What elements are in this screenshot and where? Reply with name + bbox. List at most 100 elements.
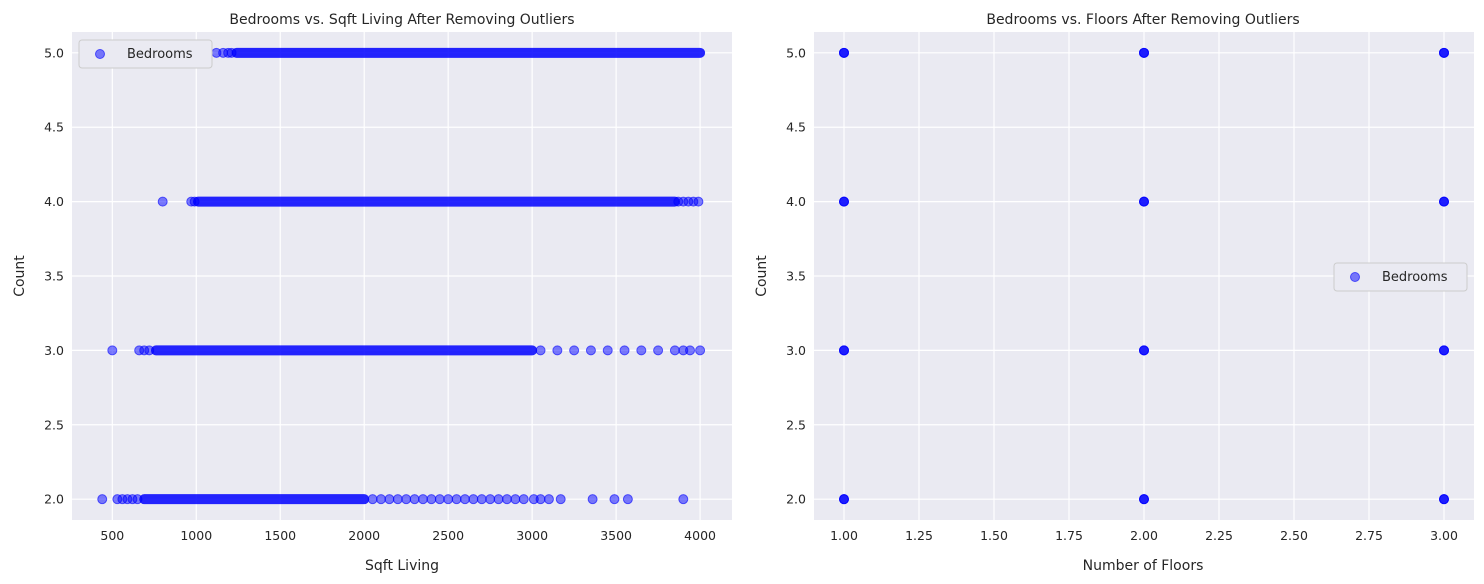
y-tick-label: 2.0 bbox=[786, 492, 806, 507]
y-tick-label: 3.5 bbox=[786, 269, 806, 284]
chart-title-right: Bedrooms vs. Floors After Removing Outli… bbox=[986, 12, 1299, 28]
x-axis-label-right: Number of Floors bbox=[1083, 558, 1204, 574]
y-tick-label: 2.0 bbox=[44, 492, 64, 507]
x-tick-label: 1.25 bbox=[905, 528, 933, 543]
data-point bbox=[434, 494, 445, 505]
data-point bbox=[468, 494, 479, 505]
data-point bbox=[839, 47, 849, 58]
data-point bbox=[459, 494, 470, 505]
x-tick-label: 2.00 bbox=[1130, 528, 1158, 543]
data-point bbox=[678, 494, 689, 505]
data-point bbox=[501, 494, 512, 505]
x-tick-label: 2000 bbox=[348, 528, 380, 543]
x-tick-label: 2.75 bbox=[1355, 528, 1383, 543]
data-point bbox=[669, 345, 680, 356]
y-tick-label: 2.5 bbox=[44, 417, 64, 432]
data-point bbox=[376, 494, 387, 505]
data-point bbox=[653, 345, 664, 356]
x-tick-label: 4000 bbox=[684, 528, 716, 543]
y-tick-label: 4.0 bbox=[44, 194, 64, 209]
data-point bbox=[401, 494, 412, 505]
x-tick-label: 2.25 bbox=[1205, 528, 1233, 543]
data-point bbox=[367, 494, 378, 505]
legend-label-right: Bedrooms bbox=[1382, 270, 1448, 285]
x-tick-label: 500 bbox=[100, 528, 124, 543]
legend-marker-right bbox=[1350, 272, 1360, 282]
legend-marker-left bbox=[95, 49, 105, 59]
chart-bedrooms-vs-floors: 1.00 1.25 1.50 1.75 2.00 2.25 2.50 2.75 3.00 2.0 2… bbox=[754, 12, 1474, 574]
data-point bbox=[144, 345, 155, 356]
data-point bbox=[417, 494, 428, 505]
x-tick-label: 3.00 bbox=[1430, 528, 1458, 543]
data-point bbox=[189, 196, 200, 207]
data-point bbox=[1439, 345, 1449, 356]
data-point bbox=[443, 494, 454, 505]
legend-box-left bbox=[78, 39, 213, 69]
data-point bbox=[392, 494, 403, 505]
data-point bbox=[543, 494, 554, 505]
data-point bbox=[535, 494, 546, 505]
chart-bedrooms-vs-sqft-living: 500 1000 1500 2000 2500 3000 3500 4000 2.0 2.5 3.0… bbox=[12, 12, 732, 574]
data-point bbox=[535, 345, 546, 356]
legend-left: Bedrooms bbox=[78, 39, 213, 69]
data-point bbox=[1439, 47, 1449, 58]
data-point bbox=[1139, 196, 1149, 207]
data-point bbox=[476, 494, 487, 505]
data-point bbox=[384, 494, 395, 505]
x-tick-label: 3500 bbox=[600, 528, 632, 543]
data-point bbox=[451, 494, 462, 505]
data-point bbox=[839, 196, 849, 207]
data-point bbox=[622, 494, 633, 505]
data-point bbox=[619, 345, 630, 356]
data-point bbox=[226, 47, 237, 58]
data-point bbox=[493, 494, 504, 505]
data-point bbox=[97, 494, 108, 505]
data-point bbox=[1439, 494, 1449, 505]
y-axis-label-left: Count bbox=[12, 255, 28, 297]
chart-title-left: Bedrooms vs. Sqft Living After Removing … bbox=[229, 12, 574, 28]
ticks-right: 1.00 1.25 1.50 1.75 2.00 2.25 2.50 2.75 3.00 2.0 2… bbox=[786, 45, 1458, 543]
legend-right: Bedrooms bbox=[1333, 262, 1468, 292]
data-point bbox=[518, 494, 529, 505]
data-point bbox=[510, 494, 521, 505]
points-left bbox=[97, 47, 706, 505]
legend-label-left: Bedrooms bbox=[127, 47, 193, 62]
data-point bbox=[602, 345, 613, 356]
data-point bbox=[426, 494, 437, 505]
x-tick-label: 1000 bbox=[180, 528, 212, 543]
y-tick-label: 2.5 bbox=[786, 417, 806, 432]
data-point bbox=[839, 494, 849, 505]
data-point bbox=[1139, 345, 1149, 356]
y-tick-label: 3.0 bbox=[44, 343, 64, 358]
data-point bbox=[569, 345, 580, 356]
data-point bbox=[552, 345, 563, 356]
data-point bbox=[636, 345, 647, 356]
data-point bbox=[693, 196, 704, 207]
y-tick-label: 4.0 bbox=[786, 194, 806, 209]
x-tick-label: 2500 bbox=[432, 528, 464, 543]
x-axis-label-left: Sqft Living bbox=[365, 558, 439, 574]
x-tick-label: 1.50 bbox=[980, 528, 1008, 543]
x-tick-label: 1.00 bbox=[830, 528, 858, 543]
x-tick-label: 2.50 bbox=[1280, 528, 1308, 543]
x-tick-label: 1500 bbox=[264, 528, 296, 543]
data-point bbox=[1139, 494, 1149, 505]
y-tick-label: 5.0 bbox=[44, 45, 64, 60]
data-point bbox=[685, 345, 696, 356]
ticks-left: 500 1000 1500 2000 2500 3000 3500 4000 2.0 2.5 3.0… bbox=[44, 45, 716, 543]
y-tick-label: 4.5 bbox=[44, 120, 64, 135]
legend-box-right bbox=[1333, 262, 1468, 292]
data-point bbox=[157, 196, 168, 207]
data-point bbox=[585, 345, 596, 356]
y-tick-label: 3.0 bbox=[786, 343, 806, 358]
data-point bbox=[1139, 47, 1149, 58]
data-point bbox=[587, 494, 598, 505]
data-point bbox=[1439, 196, 1449, 207]
data-point bbox=[409, 494, 420, 505]
y-tick-label: 5.0 bbox=[786, 45, 806, 60]
x-tick-label: 1.75 bbox=[1055, 528, 1083, 543]
points-right bbox=[839, 47, 1449, 505]
y-tick-label: 3.5 bbox=[44, 269, 64, 284]
data-point bbox=[555, 494, 566, 505]
y-axis-label-right: Count bbox=[754, 255, 770, 297]
